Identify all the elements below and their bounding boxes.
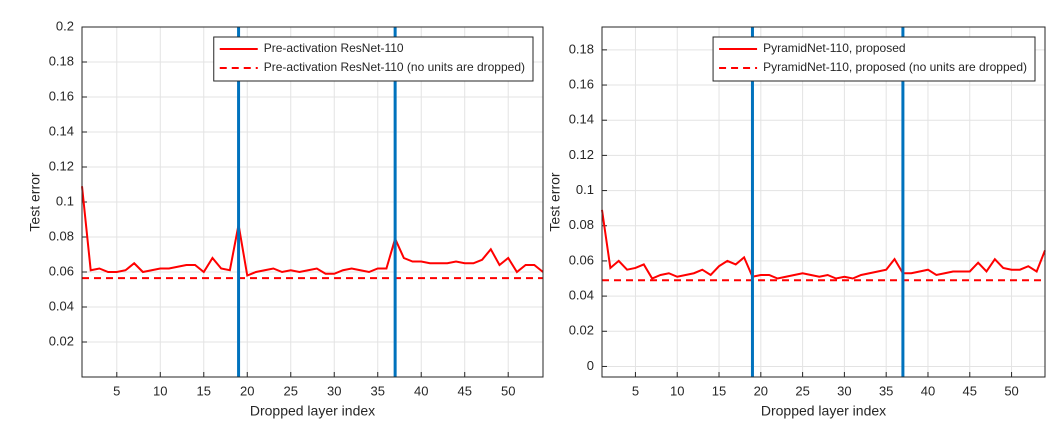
x-tick-label: 25 — [284, 383, 298, 398]
x-tick-label: 50 — [1004, 383, 1018, 398]
legend-box — [712, 36, 1036, 82]
x-tick-label: 30 — [837, 383, 851, 398]
x-tick-label: 15 — [197, 383, 211, 398]
y-tick-label: 0.1 — [56, 193, 74, 208]
legend: PyramidNet-110, proposed PyramidNet-110, … — [712, 36, 1036, 82]
x-tick-label: 50 — [501, 383, 515, 398]
y-tick-label: 0.2 — [56, 18, 74, 33]
y-axis-label: Test error — [27, 172, 43, 231]
x-tick-label: 35 — [371, 383, 385, 398]
plot: 0 0.02 0.04 0.06 0.08 0.1 0.12 0.14 0.16 0.18 5 10 1… — [547, 26, 1046, 419]
y-tick-label: 0.04 — [569, 288, 594, 303]
y-tick-label: 0.14 — [569, 112, 594, 127]
x-tick-label: 5 — [113, 383, 120, 398]
x-tick-label: 40 — [414, 383, 428, 398]
y-tick-label: 0.02 — [49, 333, 74, 348]
y-tick-label: 0.06 — [49, 263, 74, 278]
series-line — [601, 209, 1046, 280]
x-tick-label: 30 — [327, 383, 341, 398]
y-tick-label: 0.16 — [49, 88, 74, 103]
legend-label: PyramidNet-110, proposed (no units are d… — [763, 60, 1027, 74]
x-tick-label: 45 — [963, 383, 977, 398]
x-tick-label: 5 — [632, 383, 639, 398]
axes-frame — [81, 26, 544, 378]
x-tick-label: 20 — [240, 383, 254, 398]
y-tick-label: 0.18 — [49, 53, 74, 68]
y-tick-label: 0 — [587, 358, 594, 373]
legend-label: Pre-activation ResNet-110 — [264, 41, 404, 55]
y-axis-label: Test error — [547, 172, 563, 231]
x-tick-label: 45 — [457, 383, 471, 398]
x-axis-label: Dropped layer index — [761, 403, 886, 419]
legend-label: Pre-activation ResNet-110 (no units are … — [264, 60, 525, 74]
legend-box — [213, 36, 534, 82]
legend-label: PyramidNet-110, proposed — [763, 41, 906, 55]
x-tick-label: 35 — [879, 383, 893, 398]
y-tick-label: 0.08 — [49, 228, 74, 243]
y-tick-label: 0.12 — [569, 147, 594, 162]
y-tick-label: 0.06 — [569, 252, 594, 267]
x-axis-label: Dropped layer index — [250, 403, 375, 419]
x-tick-label: 20 — [754, 383, 768, 398]
plot: 0.02 0.04 0.06 0.08 0.1 0.12 0.14 0.16 0.18 0.2 5 1… — [27, 18, 544, 419]
legend: Pre-activation ResNet-110 Pre-activation … — [213, 36, 534, 82]
axes-frame — [601, 26, 1046, 378]
y-tick-label: 0.18 — [569, 41, 594, 56]
y-tick-label: 0.1 — [576, 182, 594, 197]
y-tick-label: 0.16 — [569, 76, 594, 91]
y-tick-label: 0.12 — [49, 158, 74, 173]
series-line — [81, 186, 544, 277]
y-tick-label: 0.02 — [569, 323, 594, 338]
x-tick-label: 40 — [921, 383, 935, 398]
y-tick-label: 0.08 — [569, 217, 594, 232]
x-tick-label: 25 — [795, 383, 809, 398]
y-tick-label: 0.04 — [49, 298, 74, 313]
x-tick-label: 15 — [712, 383, 726, 398]
x-tick-label: 10 — [670, 383, 684, 398]
x-tick-label: 10 — [153, 383, 167, 398]
y-tick-label: 0.14 — [49, 123, 74, 138]
